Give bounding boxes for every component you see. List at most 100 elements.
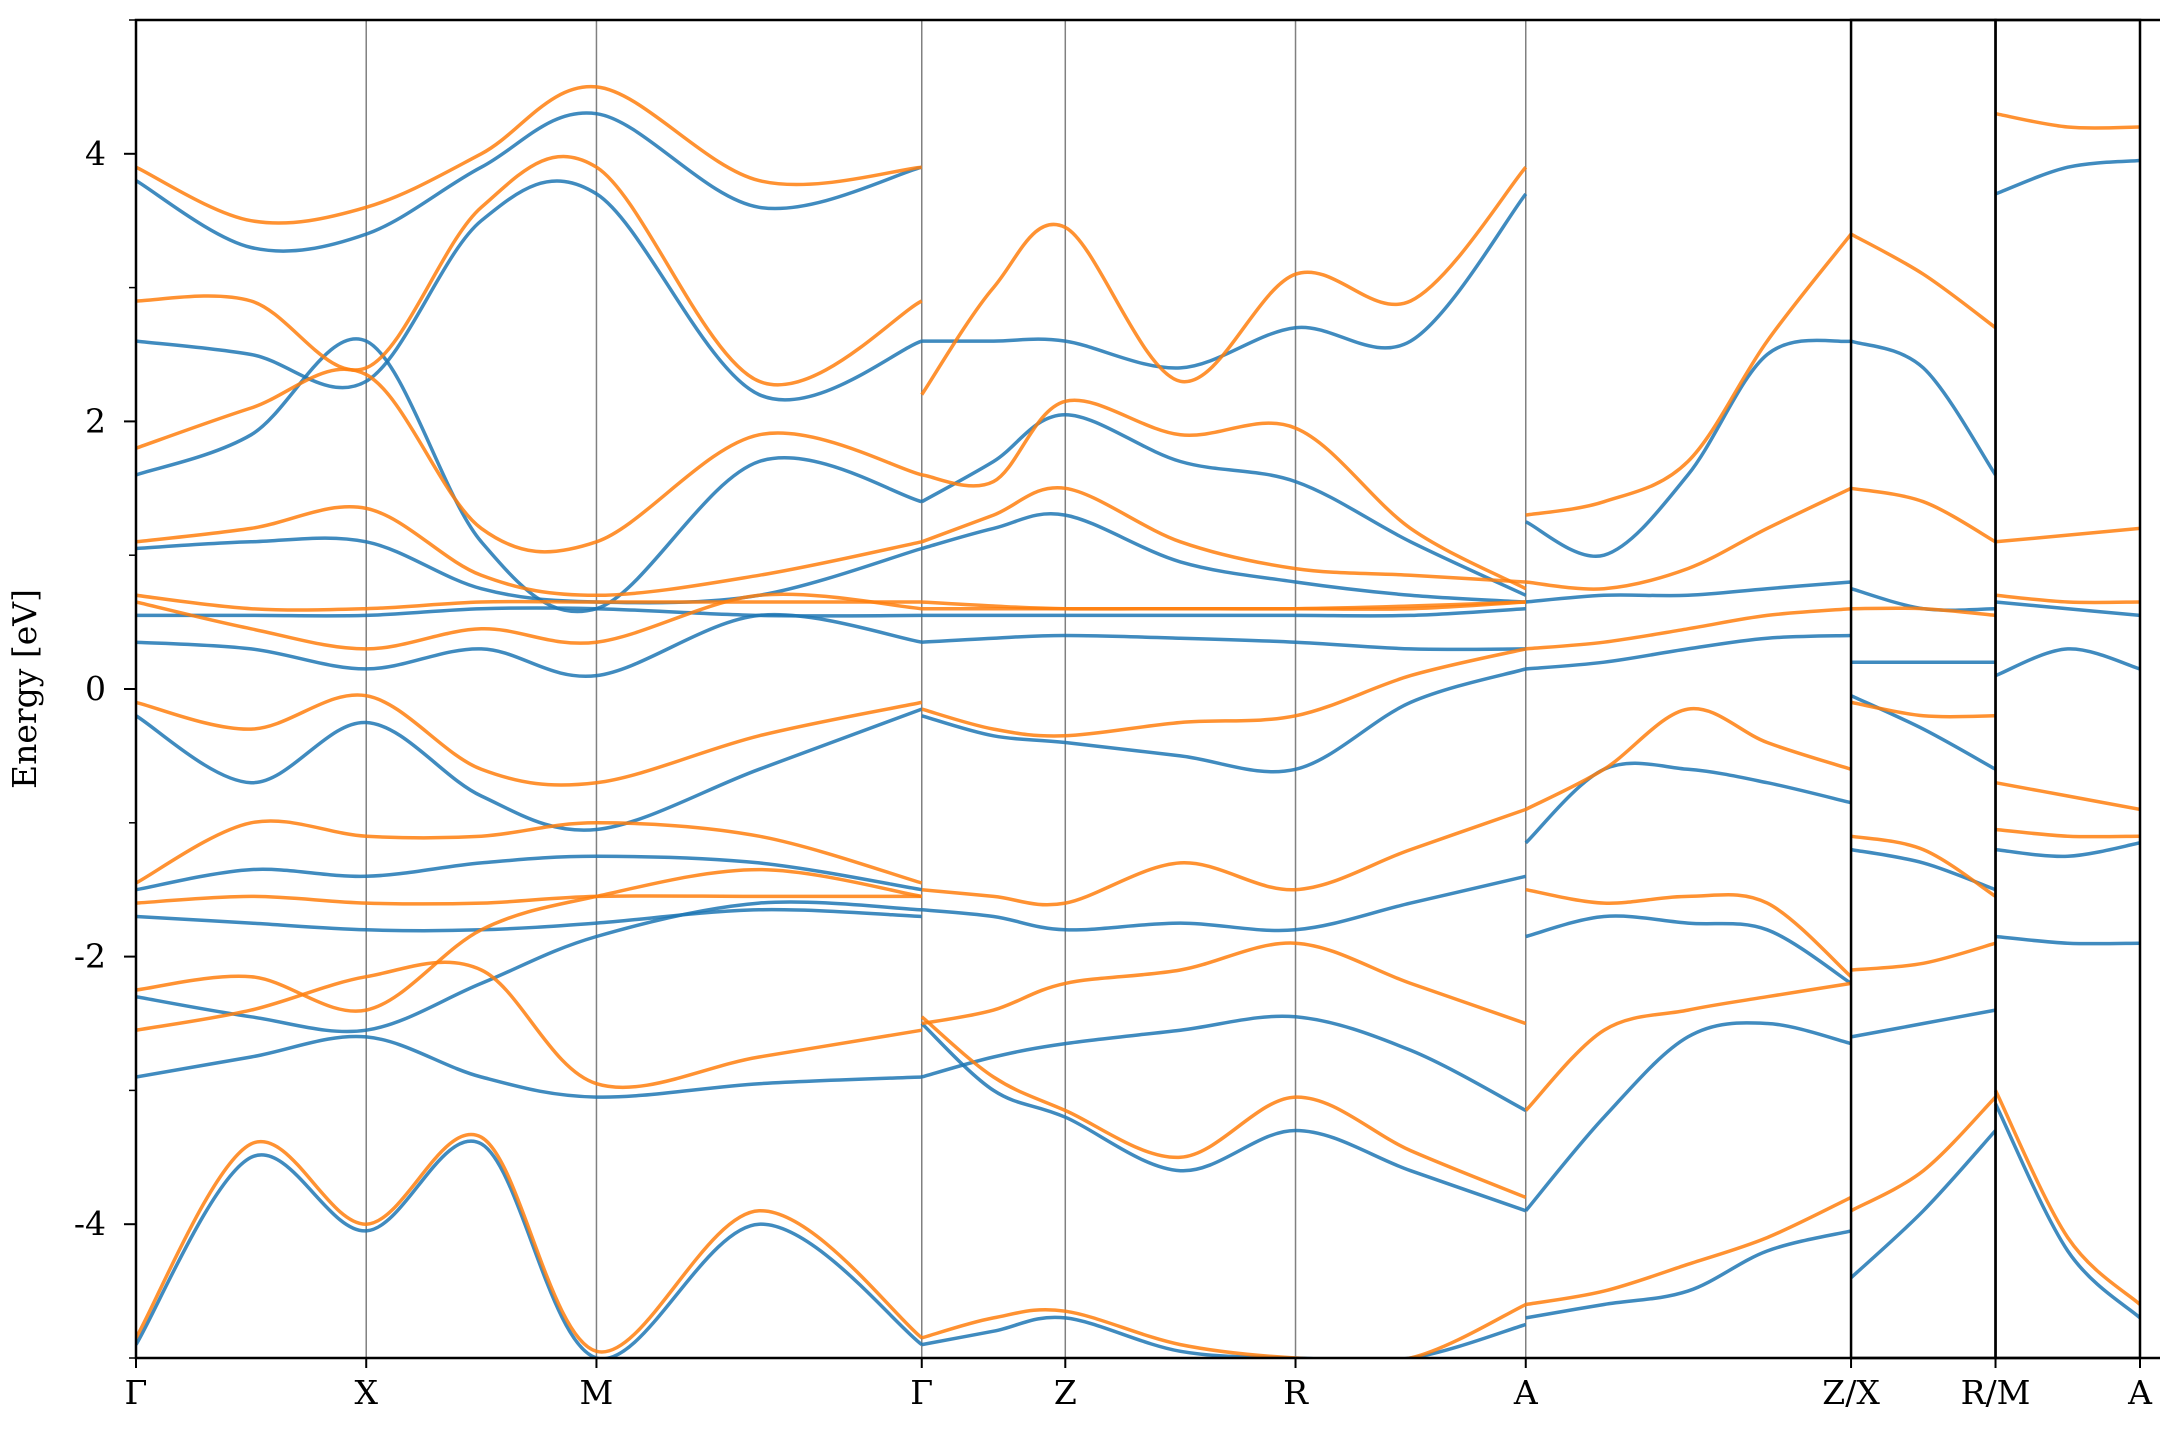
band-orange-31 xyxy=(1850,700,1996,719)
band-orange-11 xyxy=(136,1132,923,1354)
band-blue-40 xyxy=(1994,158,2140,196)
band-blue-15 xyxy=(921,633,1526,652)
x-tick-label-3: Γ xyxy=(910,1373,933,1412)
x-tick-label-2: M xyxy=(580,1373,614,1412)
band-blue-11 xyxy=(136,1139,923,1358)
band-blue-14 xyxy=(921,667,1527,774)
band-blue-4 xyxy=(136,707,923,832)
band-blue-13 xyxy=(921,874,1527,933)
y-axis-title: Energy [eV] xyxy=(5,589,44,789)
band-orange-1 xyxy=(136,867,923,1013)
band-blue-28 xyxy=(1525,1229,1852,1320)
band-orange-18 xyxy=(921,398,1527,591)
band-blue-16 xyxy=(921,606,1526,618)
band-blue-39 xyxy=(1995,934,2140,946)
band-orange-34 xyxy=(1850,1095,1997,1213)
band-orange-30 xyxy=(1851,606,1996,618)
band-blue-10 xyxy=(136,111,923,253)
band-blue-25 xyxy=(1524,761,1852,845)
band-blue-12 xyxy=(921,1014,1527,1113)
x-tick-label-5: R xyxy=(1283,1373,1309,1412)
band-orange-28 xyxy=(1525,1195,1852,1307)
band-orange-24 xyxy=(1525,606,1852,651)
y-axis: -4 -2 0 2 4 xyxy=(74,19,136,1359)
band-blue-20 xyxy=(921,1315,1527,1358)
band-orange-33 xyxy=(1850,941,1996,972)
band-blue-23 xyxy=(1525,580,1852,604)
band-orange-13 xyxy=(921,807,1527,907)
band-orange-40 xyxy=(1995,111,2140,130)
band-blue-26 xyxy=(1525,914,1853,985)
band-blue-22 xyxy=(1525,338,1852,559)
band-blue-36 xyxy=(1995,600,2140,618)
band-orange-21 xyxy=(920,1015,1527,1200)
x-tick-label-6: A xyxy=(1513,1373,1539,1412)
band-orange-23 xyxy=(1525,486,1852,591)
x-tick-label-0: Γ xyxy=(125,1373,148,1412)
band-orange-17 xyxy=(921,485,1526,584)
band-blue-35 xyxy=(1850,339,1997,476)
band-blue-38 xyxy=(1995,841,2140,859)
band-orange-41 xyxy=(1993,1089,2140,1306)
band-blue-19 xyxy=(921,192,1528,370)
band-orange-39 xyxy=(1995,827,2140,839)
band-orange-20 xyxy=(921,1302,1527,1358)
band-orange-0 xyxy=(136,960,923,1090)
band-blue-18 xyxy=(920,412,1527,597)
band-orange-8 xyxy=(136,367,923,554)
band-orange-32 xyxy=(1850,834,1997,898)
band-orange-12 xyxy=(921,941,1527,1026)
band-orange-16 xyxy=(921,600,1526,611)
band-orange-36 xyxy=(1995,526,2140,544)
band-blue-27 xyxy=(1524,1021,1852,1212)
band-orange-22 xyxy=(1525,233,1853,517)
band-blue-21 xyxy=(920,1022,1527,1213)
band-orange-7 xyxy=(136,505,923,598)
band-orange-27 xyxy=(1524,981,1852,1112)
plot-frames xyxy=(134,18,2160,1360)
band-orange-2 xyxy=(136,894,922,906)
y-tick-label-4: 4 xyxy=(85,134,106,173)
band-orange-3 xyxy=(136,819,923,885)
segment-frame-0 xyxy=(134,18,2160,1360)
band-blue-5 xyxy=(136,612,923,679)
band-orange-38 xyxy=(1995,780,2140,812)
band-orange-19 xyxy=(920,166,1528,396)
band-blue-31 xyxy=(1850,694,1997,771)
band-blue-24 xyxy=(1525,633,1852,671)
x-tick-label-1: X xyxy=(354,1373,378,1412)
band-curves xyxy=(136,85,2140,1358)
band-blue-0 xyxy=(136,1034,922,1099)
x-tick-label-8: R/M xyxy=(1961,1373,2031,1412)
band-orange-4 xyxy=(136,693,923,787)
band-blue-32 xyxy=(1850,847,1997,892)
y-tick-label-2: 0 xyxy=(85,669,106,708)
band-orange-29 xyxy=(1850,486,1997,544)
band-blue-37 xyxy=(1994,647,2140,678)
band-blue-17 xyxy=(921,512,1526,604)
x-axis: Γ X M Γ Z R A Z/X R/M A xyxy=(125,1358,2153,1412)
band-blue-8 xyxy=(136,337,923,614)
band-blue-34 xyxy=(1849,1129,1997,1279)
band-orange-35 xyxy=(1850,232,1997,330)
band-orange-37 xyxy=(1995,593,2140,605)
band-orange-14 xyxy=(921,647,1527,738)
x-tick-label-7: Z/X xyxy=(1822,1373,1880,1412)
segment-frame-2 xyxy=(1994,18,2142,1360)
y-tick-label-0: -4 xyxy=(74,1204,106,1243)
y-tick-label-3: 2 xyxy=(85,401,106,440)
band-orange-10 xyxy=(136,85,922,225)
band-orange-25 xyxy=(1524,706,1852,811)
band-blue-1 xyxy=(136,900,922,1034)
band-orange-5 xyxy=(136,592,922,651)
band-blue-41 xyxy=(1993,1103,2140,1320)
band-blue-6 xyxy=(136,606,922,618)
band-blue-3 xyxy=(136,854,923,892)
band-blue-33 xyxy=(1850,1008,1996,1039)
band-orange-9 xyxy=(136,154,923,387)
band-blue-2 xyxy=(136,907,922,933)
x-tick-label-4: Z xyxy=(1054,1373,1077,1412)
band-orange-26 xyxy=(1525,887,1853,979)
x-tick-label-9: A xyxy=(2127,1373,2153,1412)
